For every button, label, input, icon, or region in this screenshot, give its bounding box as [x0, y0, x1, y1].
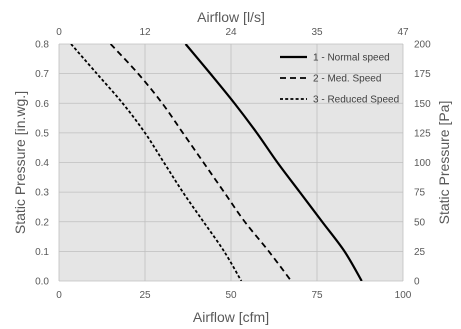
y-left-tick-label: 0.7 [35, 69, 49, 80]
legend-label-2: 2 - Med. Speed [313, 74, 381, 85]
x-bottom-tick-label: 25 [139, 290, 151, 301]
y-right-tick-label: 0 [414, 277, 420, 288]
y-left-tick-label: 0.5 [35, 128, 49, 139]
y-right-tick-label: 150 [414, 99, 431, 110]
y-right-tick-label: 100 [414, 158, 431, 169]
y-right-tick-label: 125 [414, 128, 431, 139]
y-left-tick-label: 0.2 [35, 217, 49, 228]
x-top-tick-label: 35 [311, 27, 323, 38]
y-left-tick-label: 0.4 [35, 158, 49, 169]
series-line-2 [109, 44, 292, 281]
y-left-tick-label: 0.3 [35, 188, 49, 199]
x-top-axis-title: Airflow [l/s] [197, 9, 265, 25]
x-bottom-tick-label: 75 [311, 290, 323, 301]
x-top-tick-label: 24 [225, 27, 237, 38]
x-bottom-tick-label: 50 [225, 290, 237, 301]
series-line-1 [184, 44, 363, 281]
y-right-tick-label: 200 [414, 40, 431, 51]
y-left-axis-title: Static Pressure [in.wg.] [12, 91, 28, 234]
y-right-tick-label: 175 [414, 69, 431, 80]
x-bottom-tick-label: 100 [395, 290, 412, 301]
y-left-tick-label: 0.0 [35, 277, 49, 288]
y-right-tick-label: 25 [414, 247, 426, 258]
x-top-tick-label: 0 [56, 27, 62, 38]
y-right-tick-label: 50 [414, 217, 426, 228]
legend-label-1: 1 - Normal speed [313, 53, 390, 64]
x-top-tick-label: 47 [397, 27, 409, 38]
legend-label-3: 3 - Reduced Speed [313, 95, 399, 106]
y-left-tick-label: 0.8 [35, 40, 49, 51]
x-bottom-tick-label: 0 [56, 290, 62, 301]
x-bottom-axis-title: Airflow [cfm] [193, 309, 269, 325]
y-right-axis-title: Static Pressure [Pa] [436, 101, 452, 225]
y-left-tick-label: 0.6 [35, 99, 49, 110]
y-right-tick-label: 75 [414, 188, 426, 199]
y-left-tick-label: 0.1 [35, 247, 49, 258]
x-top-tick-label: 12 [139, 27, 151, 38]
series-line-3 [70, 44, 243, 281]
